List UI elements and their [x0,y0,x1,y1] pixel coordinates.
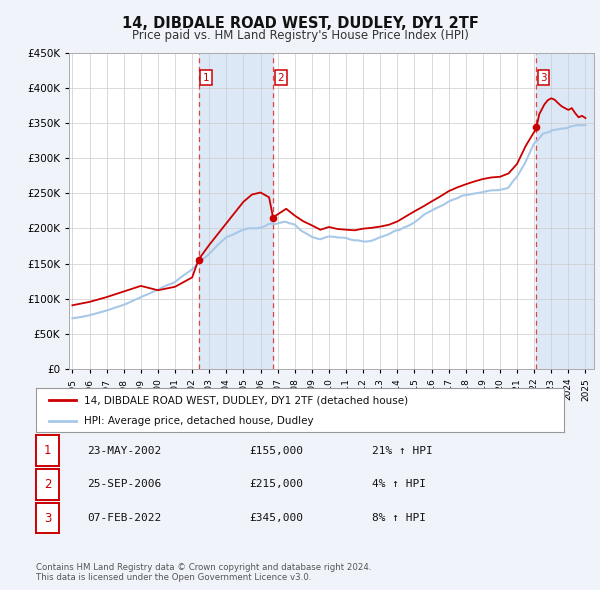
Text: £345,000: £345,000 [249,513,303,523]
Text: 8% ↑ HPI: 8% ↑ HPI [372,513,426,523]
Text: HPI: Average price, detached house, Dudley: HPI: Average price, detached house, Dudl… [83,416,313,426]
Text: £155,000: £155,000 [249,446,303,455]
Text: 14, DIBDALE ROAD WEST, DUDLEY, DY1 2TF: 14, DIBDALE ROAD WEST, DUDLEY, DY1 2TF [122,16,478,31]
Text: Contains HM Land Registry data © Crown copyright and database right 2024.: Contains HM Land Registry data © Crown c… [36,563,371,572]
Text: 3: 3 [44,512,51,525]
Text: 2: 2 [277,73,284,83]
Text: This data is licensed under the Open Government Licence v3.0.: This data is licensed under the Open Gov… [36,572,311,582]
Text: £215,000: £215,000 [249,480,303,489]
Text: 2: 2 [44,478,51,491]
Text: 1: 1 [44,444,51,457]
Text: 23-MAY-2002: 23-MAY-2002 [87,446,161,455]
Text: 14, DIBDALE ROAD WEST, DUDLEY, DY1 2TF (detached house): 14, DIBDALE ROAD WEST, DUDLEY, DY1 2TF (… [83,395,407,405]
Bar [199,53,273,369]
Bar [536,53,594,369]
Text: 1: 1 [203,73,209,83]
Text: 25-SEP-2006: 25-SEP-2006 [87,480,161,489]
Text: Price paid vs. HM Land Registry's House Price Index (HPI): Price paid vs. HM Land Registry's House … [131,29,469,42]
Text: 07-FEB-2022: 07-FEB-2022 [87,513,161,523]
Text: 21% ↑ HPI: 21% ↑ HPI [372,446,433,455]
Text: 4% ↑ HPI: 4% ↑ HPI [372,480,426,489]
Text: 3: 3 [540,73,547,83]
